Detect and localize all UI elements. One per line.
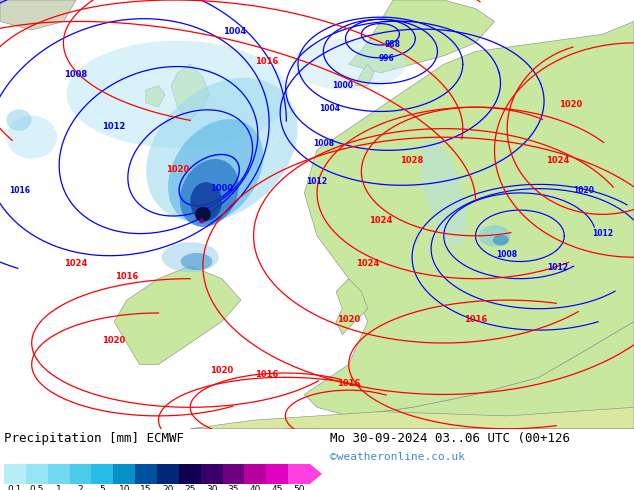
Polygon shape <box>310 464 322 484</box>
Text: 1016: 1016 <box>255 57 278 66</box>
Polygon shape <box>146 86 165 107</box>
Ellipse shape <box>199 218 204 223</box>
Text: 996: 996 <box>379 54 394 63</box>
Polygon shape <box>190 407 634 429</box>
Text: 1024: 1024 <box>547 156 569 165</box>
Text: 1016: 1016 <box>464 315 487 323</box>
Text: 1024: 1024 <box>356 259 379 268</box>
Text: 1004: 1004 <box>223 27 246 36</box>
Text: 1016: 1016 <box>115 271 138 281</box>
Text: 0.5: 0.5 <box>30 485 44 490</box>
Ellipse shape <box>6 109 32 131</box>
Text: 1016: 1016 <box>10 186 30 195</box>
Text: 1028: 1028 <box>401 156 424 165</box>
Bar <box>48 464 70 484</box>
Ellipse shape <box>168 119 263 224</box>
Text: 1012: 1012 <box>306 177 328 186</box>
Text: 45: 45 <box>271 485 283 490</box>
Text: 0.1: 0.1 <box>8 485 22 490</box>
Ellipse shape <box>195 207 210 222</box>
Ellipse shape <box>146 78 297 222</box>
Text: 20: 20 <box>162 485 174 490</box>
Text: 1000: 1000 <box>210 184 233 193</box>
Polygon shape <box>114 266 241 365</box>
Bar <box>179 464 201 484</box>
Text: 1016: 1016 <box>255 370 278 379</box>
Polygon shape <box>336 279 368 334</box>
Text: 1020: 1020 <box>103 336 126 345</box>
Text: 1016: 1016 <box>337 379 360 388</box>
Text: 10: 10 <box>119 485 130 490</box>
Text: 25: 25 <box>184 485 195 490</box>
Text: 1000: 1000 <box>332 81 353 90</box>
Ellipse shape <box>190 182 222 221</box>
Bar <box>135 464 157 484</box>
Text: 1012: 1012 <box>103 122 126 131</box>
Bar <box>4 464 26 484</box>
Text: 1004: 1004 <box>319 104 340 114</box>
Text: 1020: 1020 <box>573 186 594 195</box>
Text: 1024: 1024 <box>65 259 87 268</box>
Text: 988: 988 <box>385 40 401 49</box>
Bar <box>91 464 113 484</box>
Bar <box>266 464 288 484</box>
Text: 1008: 1008 <box>313 139 334 148</box>
Bar <box>288 464 310 484</box>
Polygon shape <box>0 0 76 30</box>
Bar <box>223 464 245 484</box>
Text: 1008: 1008 <box>496 250 518 259</box>
Text: 30: 30 <box>206 485 217 490</box>
Text: 15: 15 <box>140 485 152 490</box>
Polygon shape <box>349 0 495 73</box>
Bar <box>26 464 48 484</box>
Polygon shape <box>171 64 209 120</box>
Ellipse shape <box>493 235 509 245</box>
Polygon shape <box>304 22 634 416</box>
Bar <box>113 464 135 484</box>
Text: Mo 30-09-2024 03..06 UTC (00+126: Mo 30-09-2024 03..06 UTC (00+126 <box>330 432 570 445</box>
Text: 1: 1 <box>56 485 61 490</box>
Text: ©weatheronline.co.uk: ©weatheronline.co.uk <box>330 452 465 462</box>
Text: 1020: 1020 <box>559 100 582 109</box>
Text: 1012: 1012 <box>592 229 613 238</box>
Ellipse shape <box>292 39 406 90</box>
Text: 1020: 1020 <box>166 165 189 173</box>
Text: 1012: 1012 <box>547 263 569 272</box>
Ellipse shape <box>181 253 212 270</box>
Bar <box>70 464 91 484</box>
Text: 5: 5 <box>100 485 105 490</box>
Text: 1024: 1024 <box>369 216 392 225</box>
Bar <box>201 464 223 484</box>
Polygon shape <box>355 64 374 86</box>
Polygon shape <box>285 321 634 429</box>
Ellipse shape <box>162 242 219 272</box>
Text: 2: 2 <box>78 485 83 490</box>
Bar <box>245 464 266 484</box>
Text: Precipitation [mm] ECMWF: Precipitation [mm] ECMWF <box>4 432 184 445</box>
Text: 35: 35 <box>228 485 239 490</box>
Text: 1020: 1020 <box>337 315 360 323</box>
Ellipse shape <box>420 140 467 246</box>
Text: 1008: 1008 <box>65 70 87 79</box>
Ellipse shape <box>67 41 288 148</box>
Text: 40: 40 <box>250 485 261 490</box>
Ellipse shape <box>6 116 57 159</box>
Ellipse shape <box>180 159 238 227</box>
Bar <box>157 464 179 484</box>
Text: 50: 50 <box>294 485 305 490</box>
Ellipse shape <box>479 225 510 246</box>
Text: 1020: 1020 <box>210 366 233 375</box>
